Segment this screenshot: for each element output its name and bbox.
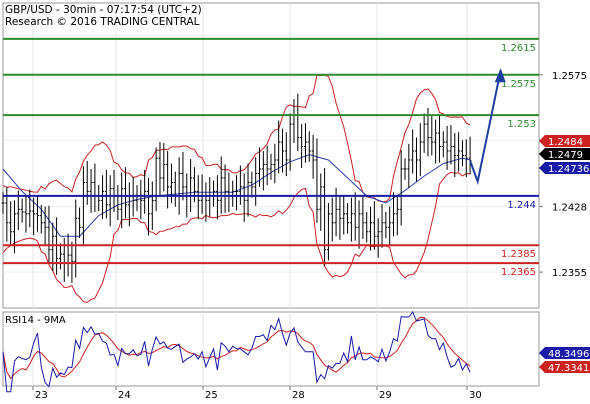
price-tag-bg-1 bbox=[539, 148, 590, 160]
price-tag-label-0: 1.2484 bbox=[548, 137, 583, 148]
time-axis: 23 24 25 28 29 30 bbox=[32, 386, 482, 401]
rsi-plot-frame bbox=[2, 311, 540, 387]
xtick-label-3: 28 bbox=[292, 390, 305, 400]
rsi-panel-label: RSI14 - 9MA bbox=[5, 315, 66, 326]
rsi-tag-label-0: 48.3496 bbox=[548, 349, 589, 360]
rsi-tag-bg-0 bbox=[539, 347, 590, 359]
price-tag-label-1: 1.2479 bbox=[548, 150, 583, 161]
level-label-4: 1.2385 bbox=[501, 249, 536, 260]
rsi-line bbox=[2, 311, 471, 393]
level-label-3: 1.244 bbox=[507, 200, 536, 211]
price-tag-bg-2 bbox=[539, 162, 590, 174]
price-tag-bg-0 bbox=[539, 135, 590, 147]
forecast-arrowhead bbox=[494, 68, 506, 83]
xtick-label-2: 25 bbox=[205, 390, 218, 400]
rsi-ma-line bbox=[2, 316, 471, 380]
rsi-tag-bg-1 bbox=[539, 361, 590, 373]
level-label-5: 1.2365 bbox=[501, 267, 536, 278]
vertical-gridlines bbox=[32, 3, 468, 386]
bollinger-lower bbox=[2, 171, 471, 304]
price-tag-label-2: 1.24736 bbox=[548, 164, 589, 175]
level-label-0: 1.2615 bbox=[501, 43, 536, 54]
xtick-label-0: 23 bbox=[35, 390, 48, 400]
bollinger-upper bbox=[2, 74, 471, 203]
ytick-label-0: 1.2575 bbox=[552, 71, 587, 82]
level-label-2: 1.253 bbox=[507, 119, 536, 130]
moving-average bbox=[2, 154, 471, 237]
ytick-label-2: 1.2428 bbox=[552, 203, 587, 214]
rsi-tags: 48.3496 47.3341 bbox=[539, 347, 590, 374]
ma-line bbox=[2, 154, 471, 237]
analyst-levels: 1.2615 1.2575 1.253 1.244 1.2385 1.2365 bbox=[3, 37, 539, 278]
forecast-arrow bbox=[469, 68, 506, 186]
chart-header-line1: GBP/USD - 30min - 07:17:54 (UTC+2) bbox=[5, 4, 202, 16]
ytick-label-3: 1.2355 bbox=[552, 268, 587, 279]
rsi-lines bbox=[2, 311, 471, 393]
price-tags: 1.2484 1.2479 1.24736 bbox=[539, 135, 590, 175]
price-candles bbox=[1, 93, 472, 283]
xtick-label-4: 29 bbox=[379, 390, 392, 400]
bollinger-bands bbox=[2, 74, 471, 304]
chart-header-line2: Research © 2016 TRADING CENTRAL bbox=[5, 16, 200, 28]
forecast-path bbox=[469, 70, 502, 186]
level-label-1: 1.2575 bbox=[501, 79, 536, 90]
rsi-tag-label-1: 47.3341 bbox=[548, 363, 589, 374]
xtick-label-1: 24 bbox=[118, 390, 131, 400]
xtick-label-5: 30 bbox=[469, 390, 482, 400]
